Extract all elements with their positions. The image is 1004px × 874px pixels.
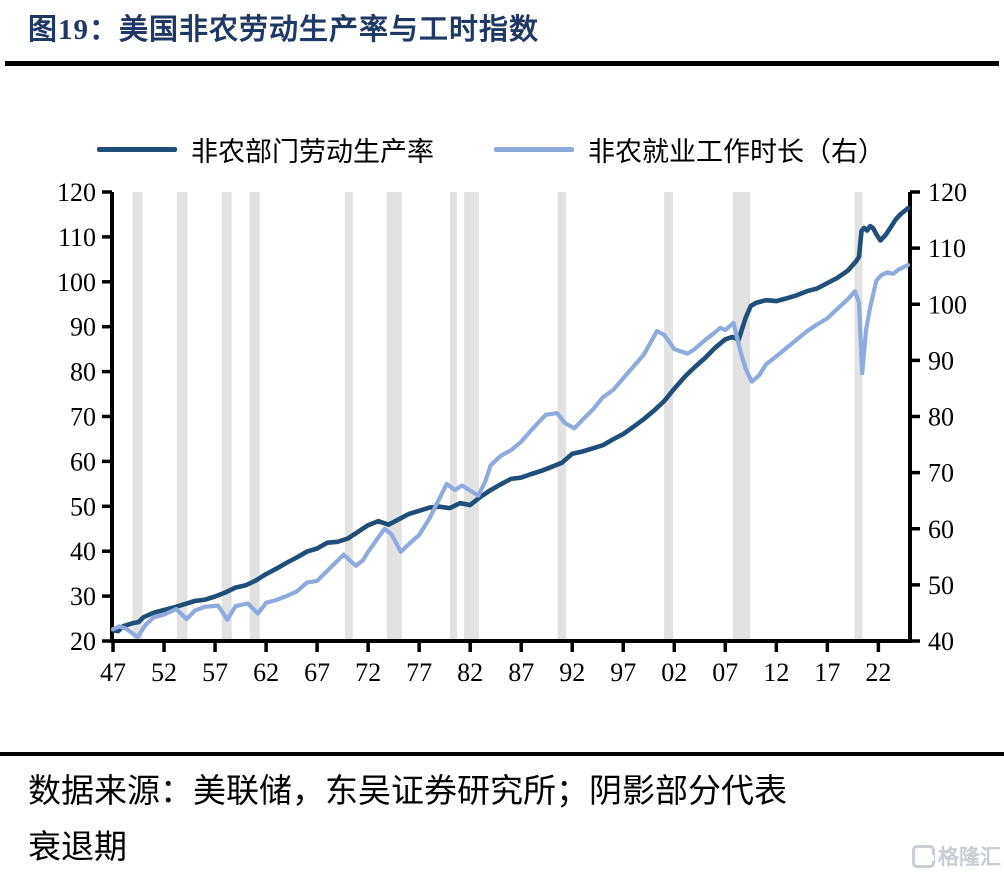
recession-band <box>386 192 402 641</box>
x-axis-tick-label: 57 <box>202 658 228 687</box>
recession-band <box>854 192 863 641</box>
x-axis-tick-label: 52 <box>151 658 177 687</box>
x-axis-tick-label: 62 <box>253 658 279 687</box>
recession-band <box>464 192 480 641</box>
right-axis-tick-label: 110 <box>928 234 966 263</box>
left-axis-tick-label: 40 <box>70 537 96 566</box>
gelonghui-logo-icon <box>912 844 935 868</box>
hours-line <box>110 262 911 640</box>
legend-label-hours: 非农就业工作时长（右） <box>588 136 885 167</box>
x-axis-tick-label: 02 <box>661 658 687 687</box>
legend-label-productivity: 非农部门劳动生产率 <box>191 136 434 167</box>
left-axis-tick-label: 50 <box>70 492 96 521</box>
footer-divider <box>0 752 1004 756</box>
left-axis-tick-label: 90 <box>70 313 96 342</box>
recession-band <box>732 192 751 641</box>
chart-legend: 非农部门劳动生产率 非农就业工作时长（右） <box>0 131 1004 167</box>
x-axis-tick-label: 67 <box>304 658 330 687</box>
left-axis-tick-label: 20 <box>70 627 96 656</box>
right-axis-tick-label: 120 <box>928 178 967 207</box>
x-axis-tick-label: 97 <box>610 658 636 687</box>
left-axis-tick-label: 80 <box>70 358 96 387</box>
source-note-line2: 衰退期 <box>28 830 127 866</box>
left-axis-tick-label: 110 <box>58 223 96 252</box>
x-axis-tick-label: 22 <box>865 658 891 687</box>
legend-item-productivity: 非农部门劳动生产率 <box>97 131 434 167</box>
recession-band <box>221 192 232 641</box>
left-axis-tick-label: 70 <box>70 403 96 432</box>
left-axis-tick-label: 100 <box>57 268 96 297</box>
source-note: 数据来源：美联储，东吴证券研究所；阴影部分代表 衰退期 <box>28 764 968 874</box>
recession-band <box>344 192 353 641</box>
left-axis-tick-label: 60 <box>70 447 96 476</box>
recession-band <box>449 192 457 641</box>
x-axis-tick-label: 47 <box>100 658 126 687</box>
gelonghui-logo-text: 格隆汇 <box>938 846 1001 869</box>
left-axis-tick-label: 30 <box>70 582 96 611</box>
right-axis-tick-label: 40 <box>928 627 954 656</box>
x-axis-tick-label: 87 <box>508 658 534 687</box>
right-axis-tick-label: 100 <box>928 290 967 319</box>
legend-line-swatch-hours <box>494 146 574 152</box>
right-axis-tick-label: 60 <box>928 515 954 544</box>
recession-band <box>132 192 143 641</box>
right-axis-tick-label: 50 <box>928 571 954 600</box>
x-axis-tick-label: 82 <box>457 658 483 687</box>
x-axis-tick-label: 17 <box>814 658 840 687</box>
right-axis-tick-label: 80 <box>928 403 954 432</box>
source-note-line1: 数据来源：美联储，东吴证券研究所；阴影部分代表 <box>28 774 787 810</box>
recession-band <box>176 192 188 641</box>
legend-item-hours: 非农就业工作时长（右） <box>494 131 885 167</box>
x-axis-tick-label: 72 <box>355 658 381 687</box>
x-axis-tick-label: 12 <box>763 658 789 687</box>
gelonghui-watermark: 格隆汇 <box>912 841 1001 871</box>
title-divider <box>5 61 999 66</box>
right-axis-tick-label: 90 <box>928 346 954 375</box>
right-axis-tick-label: 70 <box>928 459 954 488</box>
recession-band <box>664 192 674 641</box>
left-axis-tick-label: 120 <box>57 178 96 207</box>
x-axis-tick-label: 92 <box>559 658 585 687</box>
x-axis-tick-label: 07 <box>712 658 738 687</box>
productivity-line <box>110 205 911 634</box>
figure-title: 图19：美国非农劳动生产率与工时指数 <box>28 14 540 46</box>
recession-band <box>249 192 260 641</box>
x-axis-tick-label: 77 <box>406 658 432 687</box>
legend-line-swatch-productivity <box>97 146 177 152</box>
